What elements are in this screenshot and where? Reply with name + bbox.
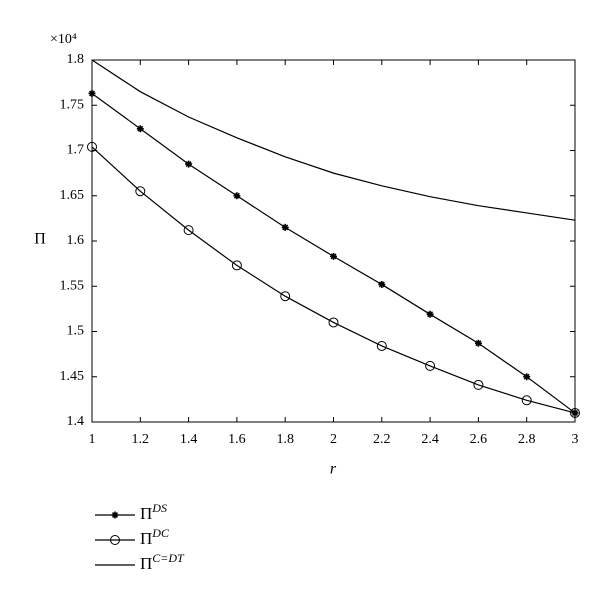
marker [328,317,339,328]
marker [88,89,96,97]
x-axis-label: r [330,461,337,478]
marker [136,125,144,133]
marker [425,360,436,371]
y-tick-label: 1.55 [60,278,85,293]
marker [474,339,482,347]
marker [376,340,387,351]
marker [281,223,289,231]
marker [426,310,434,318]
marker [110,535,120,545]
y-tick-label: 1.5 [67,324,85,339]
x-tick-label: 1 [89,432,96,447]
x-tick-label: 2.6 [470,432,488,447]
marker [111,511,119,519]
legend-label: ΠC=DT [140,551,185,573]
marker [231,260,242,271]
marker [473,379,484,390]
marker [280,291,291,302]
x-tick-label: 1.8 [276,432,294,447]
y-tick-label: 1.4 [67,414,85,429]
y-tick-label: 1.45 [60,369,85,384]
y-axis-label: Π [34,231,46,248]
y-tick-label: 1.8 [67,52,85,67]
series-line [91,146,576,414]
marker [523,373,531,381]
marker [135,186,146,197]
y-multiplier: ×10⁴ [50,32,77,47]
marker [521,395,532,406]
x-tick-label: 2.4 [421,432,439,447]
x-tick-label: 1.4 [180,432,198,447]
y-tick-label: 1.75 [60,97,85,112]
x-tick-label: 2.8 [518,432,536,447]
marker [233,192,241,200]
series-line [91,59,576,221]
y-tick-label: 1.7 [67,143,85,158]
x-tick-label: 3 [572,432,579,447]
marker [185,160,193,168]
marker [570,407,580,418]
legend-label: ΠDS [140,501,167,523]
marker [183,225,194,236]
legend-label: ΠDC [140,526,170,548]
y-tick-label: 1.6 [67,233,85,248]
marker [378,280,386,288]
x-tick-label: 1.6 [228,432,246,447]
marker [87,141,97,152]
x-tick-label: 2 [330,432,337,447]
y-tick-label: 1.65 [60,188,85,203]
marker [330,252,337,260]
plot-frame [91,59,576,423]
x-tick-label: 2.2 [373,432,391,447]
x-tick-label: 1.2 [132,432,150,447]
